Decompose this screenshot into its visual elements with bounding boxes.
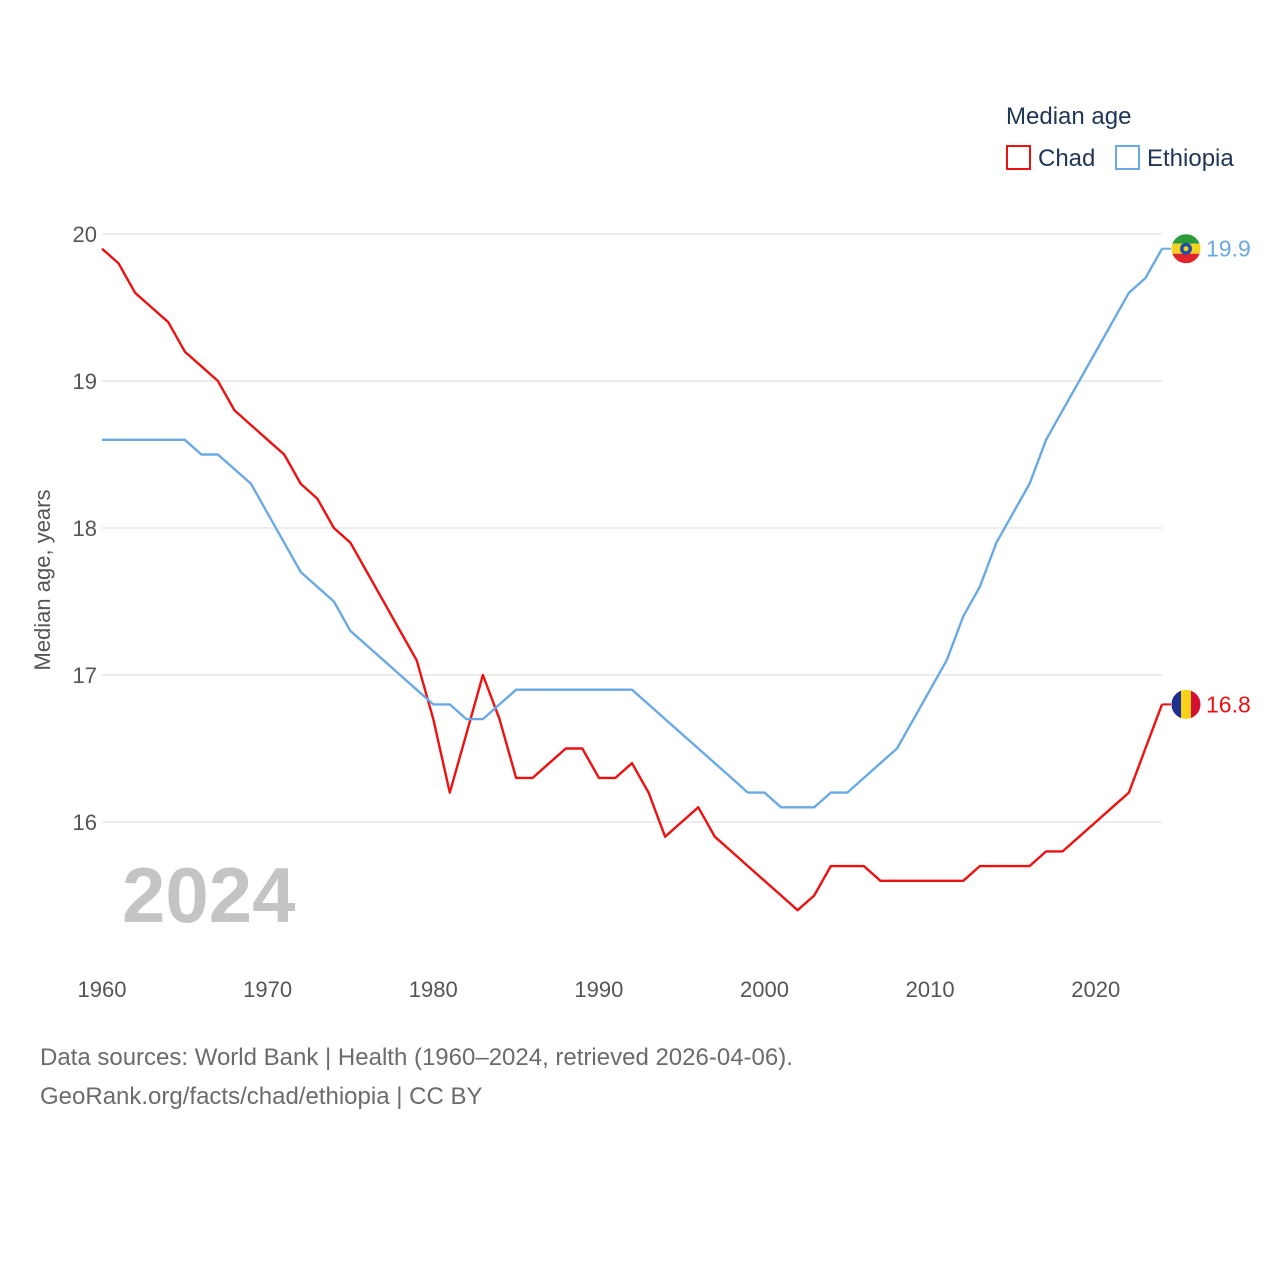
series-line-ethiopia[interactable] (102, 248, 1164, 809)
end-labels: 16.8 19.9 (1162, 233, 1251, 720)
flag-star (1183, 246, 1189, 252)
series-lines (101, 247, 1164, 912)
footer-credit[interactable]: GeoRank.org/facts/chad/ethiopia | CC BY (40, 1083, 483, 1110)
y-axis-title: Median age, years (30, 490, 55, 671)
x-tick-label: 1980 (409, 977, 458, 1002)
y-tick-label: 16 (73, 810, 97, 835)
legend-title: Median age (1006, 103, 1131, 130)
x-tick-label: 2010 (906, 977, 955, 1002)
x-tick-label: 1960 (78, 977, 127, 1002)
x-tick-label: 2020 (1071, 977, 1120, 1002)
y-tick-label: 19 (73, 369, 97, 394)
flag-stripe (1171, 253, 1201, 264)
flag-stripe (1171, 689, 1181, 720)
y-axis-ticks: 16 17 18 19 20 (73, 222, 97, 835)
legend: Median age Chad Ethiopia (1006, 103, 1234, 172)
end-label-chad: 16.8 (1206, 691, 1251, 717)
legend-swatch-ethiopia (1115, 145, 1140, 170)
year-watermark: 2024 (122, 851, 296, 939)
gridlines (102, 233, 1162, 823)
series-line-chad[interactable] (101, 247, 1164, 912)
x-tick-label: 1990 (574, 977, 623, 1002)
x-tick-label: 1970 (243, 977, 292, 1002)
y-tick-label: 20 (73, 222, 97, 247)
flag-stripe (1171, 233, 1201, 244)
end-label-ethiopia: 19.9 (1206, 236, 1251, 262)
flag-stripe (1191, 689, 1201, 720)
y-tick-label: 17 (73, 663, 97, 688)
legend-label-chad: Chad (1038, 145, 1095, 172)
legend-item-chad[interactable]: Chad (1006, 145, 1095, 172)
flag-stripe (1181, 689, 1191, 720)
legend-item-ethiopia[interactable]: Ethiopia (1115, 145, 1234, 172)
legend-swatch-chad (1006, 145, 1031, 170)
x-tick-label: 2000 (740, 977, 789, 1002)
flag-chad (1170, 688, 1202, 720)
x-axis-ticks: 1960 1970 1980 1990 2000 2010 2020 (78, 977, 1121, 1002)
flag-ethiopia (1170, 233, 1202, 265)
y-tick-label: 18 (73, 516, 97, 541)
footer-sources: Data sources: World Bank | Health (1960–… (40, 1044, 793, 1071)
legend-label-ethiopia: Ethiopia (1147, 145, 1234, 172)
